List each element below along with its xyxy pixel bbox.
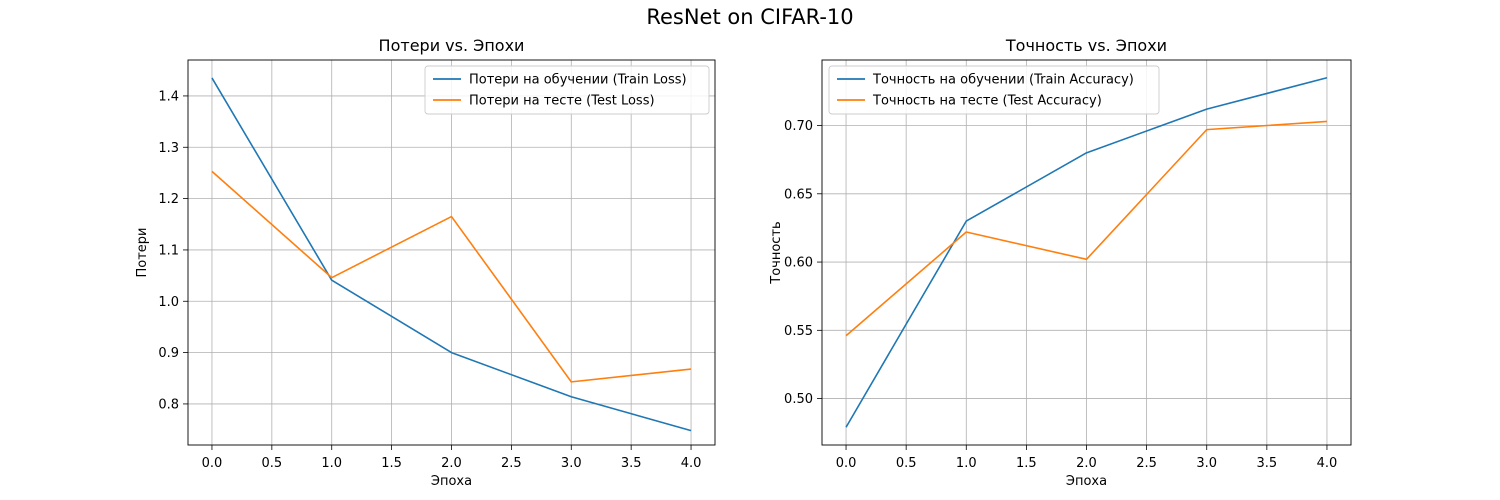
legend-box bbox=[424, 65, 710, 115]
x-tick-label: 4.0 bbox=[1317, 456, 1338, 471]
x-tick-label: 2.5 bbox=[501, 456, 522, 471]
legend-label: Точность на тесте (Test Accuracy) bbox=[872, 94, 1102, 109]
x-tick-label: 3.0 bbox=[1196, 456, 1217, 471]
x-tick-label: 3.5 bbox=[621, 456, 642, 471]
y-tick-label: 1.2 bbox=[158, 192, 179, 207]
x-tick-label: 2.5 bbox=[1136, 456, 1157, 471]
y-tick-label: 1.1 bbox=[158, 243, 179, 258]
series-line bbox=[845, 76, 1328, 428]
loss-chart: 0.0 0.5 1.0 1.5 2.0 2.5 3.0 3.5 4.0 0.8 0.9 1.0 1.1 1… bbox=[135, 36, 716, 489]
x-tick-label: 3.0 bbox=[561, 456, 582, 471]
x-axis-label: Эпоха bbox=[431, 474, 472, 489]
legend-label: Потери на тесте (Test Loss) bbox=[469, 94, 655, 109]
legend-label: Точность на обучении (Train Accuracy) bbox=[872, 73, 1134, 88]
x-tick-label: 1.5 bbox=[1016, 456, 1037, 471]
x-tick-label: 2.0 bbox=[441, 456, 462, 471]
chart-title: Потери vs. Эпохи bbox=[379, 36, 525, 55]
y-tick-label: 1.0 bbox=[158, 295, 179, 310]
y-tick-label: 0.50 bbox=[784, 392, 813, 407]
plot-frame bbox=[821, 59, 1352, 446]
y-axis-label: Потери bbox=[135, 227, 150, 277]
plot-frame bbox=[187, 59, 716, 446]
x-tick-label: 0.5 bbox=[896, 456, 917, 471]
y-tick-label: 0.55 bbox=[784, 324, 813, 339]
series-line bbox=[211, 77, 692, 432]
y-tick-label: 0.65 bbox=[784, 187, 813, 202]
x-tick-label: 2.0 bbox=[1076, 456, 1097, 471]
figure-title: ResNet on CIFAR-10 bbox=[646, 5, 854, 29]
chart-title: Точность vs. Эпохи bbox=[1005, 36, 1167, 55]
x-tick-label: 0.0 bbox=[836, 456, 857, 471]
series-line bbox=[845, 120, 1328, 337]
series-line bbox=[211, 170, 692, 383]
y-tick-label: 1.3 bbox=[158, 141, 179, 156]
x-tick-label: 0.5 bbox=[261, 456, 282, 471]
x-tick-label: 0.0 bbox=[202, 456, 223, 471]
legend-label: Потери на обучении (Train Loss) bbox=[469, 73, 687, 88]
y-tick-label: 0.9 bbox=[158, 346, 179, 361]
y-tick-label: 0.70 bbox=[784, 119, 813, 134]
x-tick-label: 1.5 bbox=[381, 456, 402, 471]
x-tick-label: 3.5 bbox=[1256, 456, 1277, 471]
x-axis-label: Эпоха bbox=[1066, 474, 1107, 489]
x-tick-label: 1.0 bbox=[956, 456, 977, 471]
y-tick-label: 0.60 bbox=[784, 256, 813, 271]
accuracy-chart: 0.0 0.5 1.0 1.5 2.0 2.5 3.0 3.5 4.0 0.50 0.55 0.60 0… bbox=[769, 36, 1352, 489]
x-tick-label: 4.0 bbox=[681, 456, 702, 471]
x-tick-label: 1.0 bbox=[321, 456, 342, 471]
y-tick-label: 1.4 bbox=[158, 89, 179, 104]
legend-box bbox=[828, 65, 1160, 115]
y-tick-label: 0.8 bbox=[158, 397, 179, 412]
y-axis-label: Точность bbox=[769, 221, 784, 284]
